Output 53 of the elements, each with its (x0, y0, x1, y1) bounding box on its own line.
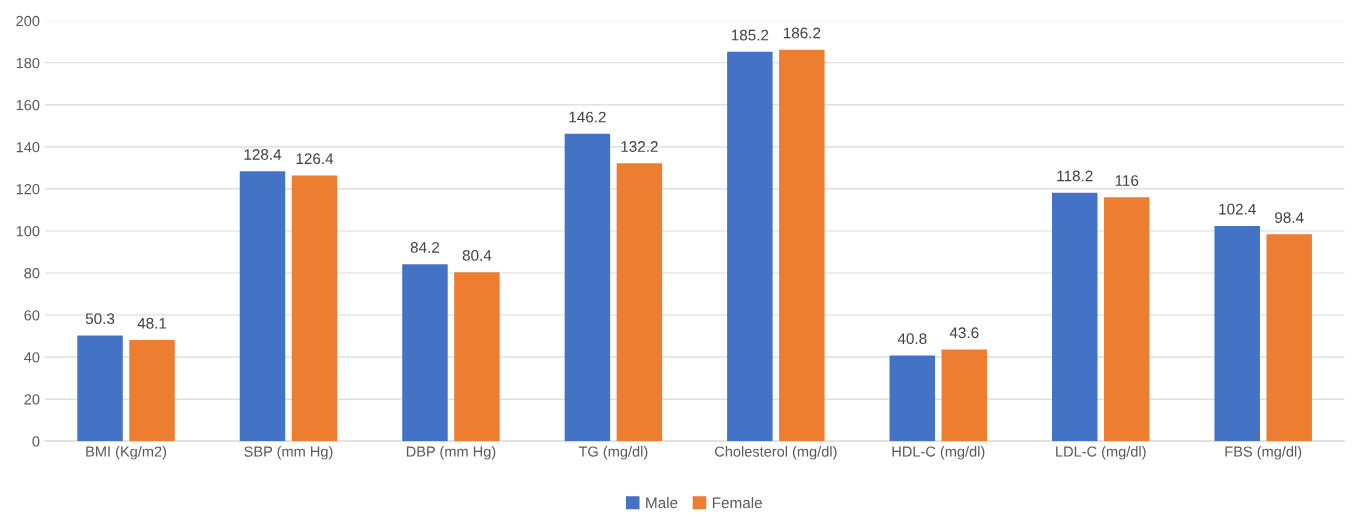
bar (941, 349, 988, 442)
y-tick-label: 180 (16, 57, 40, 69)
y-tick-label: 200 (16, 15, 40, 27)
bar (727, 51, 773, 442)
data-label: 128.4 (244, 149, 282, 160)
y-tick-label: 120 (16, 184, 40, 195)
data-label: 80.4 (462, 249, 492, 261)
data-label: 43.6 (949, 327, 979, 339)
y-tick-label: 160 (16, 99, 40, 111)
bar (239, 171, 286, 442)
legend-label: Male (646, 497, 678, 509)
bar (616, 163, 663, 442)
bar (77, 335, 123, 442)
data-label: 102.4 (1219, 203, 1256, 215)
bar (129, 340, 175, 442)
bar (1214, 225, 1260, 442)
x-tick-label: SBP (mm Hg) (244, 446, 333, 460)
data-label: 185.2 (731, 29, 769, 41)
x-tick-label: BMI (Kg/m2) (86, 446, 167, 460)
data-label: 84.2 (410, 241, 440, 253)
bar (454, 272, 500, 442)
y-tick-label: 60 (24, 310, 40, 321)
x-tick-label: DBP (mm Hg) (406, 446, 496, 460)
bar (1103, 197, 1150, 442)
data-label: 186.2 (783, 27, 821, 39)
x-tick-label: HDL-C (mg/dl) (892, 446, 985, 460)
x-tick-label: FBS (mg/dl) (1225, 446, 1302, 460)
x-tick-label: LDL-C (mg/dl) (1056, 446, 1146, 460)
x-tick-label: Cholesterol (mg/dl) (714, 446, 837, 460)
bar (779, 49, 825, 442)
bar (889, 355, 936, 442)
y-tick-label: 40 (24, 352, 40, 363)
data-label: 118.2 (1057, 170, 1093, 182)
legend-label: Female (712, 497, 762, 509)
data-label: 48.1 (137, 317, 167, 329)
bar (402, 264, 448, 442)
data-label: 50.3 (85, 313, 115, 325)
bar (291, 175, 338, 442)
data-label: 132.2 (621, 141, 658, 152)
bar (1052, 192, 1098, 442)
x-tick-label: TG (mg/dl) (578, 446, 648, 460)
y-tick-label: 100 (16, 226, 40, 237)
y-tick-label: 80 (24, 268, 40, 279)
data-label: 40.8 (897, 333, 927, 345)
bar (1266, 234, 1312, 442)
y-tick-label: 140 (16, 141, 40, 153)
y-tick-label: 20 (24, 394, 40, 405)
data-label: 126.4 (296, 153, 334, 165)
data-label: 146.2 (569, 111, 606, 123)
data-label: 116 (1115, 175, 1139, 186)
y-tick-label: 0 (32, 436, 40, 447)
bar (564, 133, 611, 442)
data-label: 98.4 (1275, 212, 1304, 223)
